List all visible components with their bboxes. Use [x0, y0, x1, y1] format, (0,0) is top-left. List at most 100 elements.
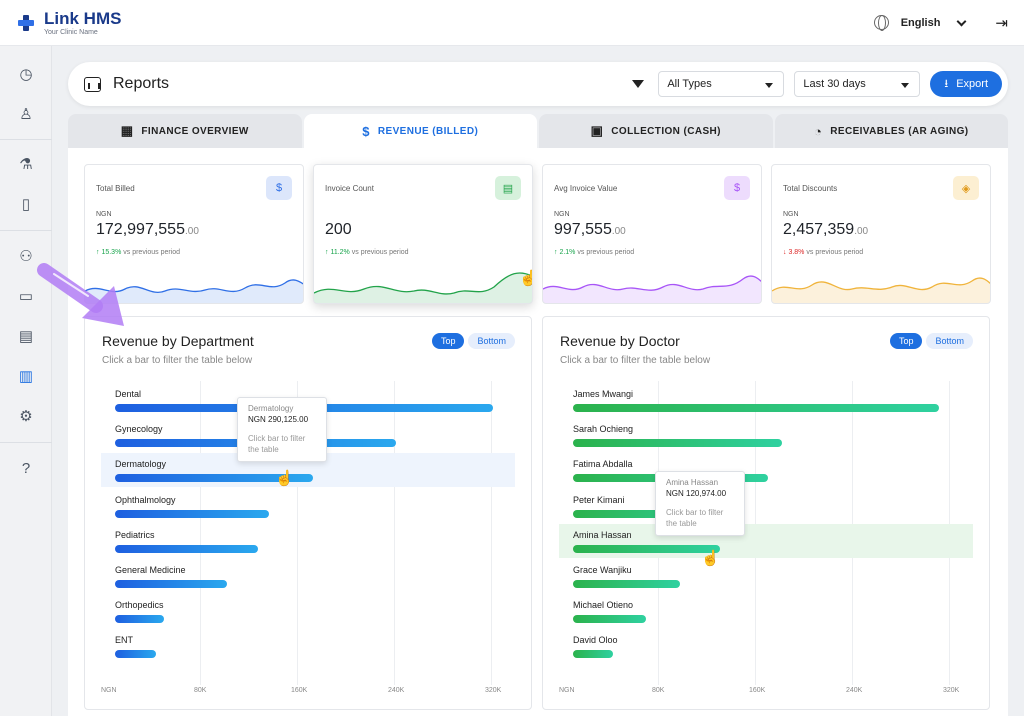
globe-icon	[873, 15, 889, 31]
filter-icon[interactable]	[632, 80, 645, 88]
bar[interactable]	[573, 580, 680, 588]
tab-revenue-billed[interactable]: $ REVENUE (BILLED)	[303, 114, 537, 148]
panel-subtitle: Click a bar to filter the table below	[102, 355, 253, 366]
kpi-card[interactable]: Total Discounts ◈ NGN 2,457,359.00 ↓ 3.8…	[771, 164, 991, 304]
bar-label: David Oloo	[573, 635, 618, 646]
sparkline	[772, 277, 990, 303]
brand-name: Link HMS	[44, 8, 122, 28]
tab-label: RECEIVABLES (AR AGING)	[830, 125, 969, 137]
bar[interactable]	[573, 544, 720, 553]
axis-tick-label: 240K	[388, 687, 405, 694]
bar[interactable]	[115, 544, 259, 553]
sidebar-divider	[0, 139, 52, 140]
help-icon[interactable]: ?	[21, 459, 31, 477]
kpi-currency: NGN	[96, 211, 112, 218]
cross-logo-icon	[16, 13, 36, 33]
axis-tick-label: 160K	[749, 687, 766, 694]
bar[interactable]	[573, 615, 646, 624]
grid-line	[394, 381, 395, 685]
tab-label: COLLECTION (CASH)	[611, 125, 721, 137]
top-toggle[interactable]: Top	[889, 333, 923, 349]
bar-label: James Mwangi	[573, 389, 634, 399]
doctor-bar-chart: NGN 80K 160K 240K 320K James Mwangi Sarah Ochi…	[543, 317, 991, 711]
bar-tooltip: Amina Hassan NGN 120,974.00 Click bar to…	[655, 471, 745, 536]
bar-label: Orthopedics	[115, 600, 164, 611]
grid-line	[200, 381, 201, 685]
tooltip-name: Amina Hassan	[666, 478, 719, 487]
department-bar-chart: NGN 80K 160K 240K 320K Dental Gynecology Dermat…	[85, 317, 533, 711]
language-selector[interactable]: English	[900, 16, 941, 29]
axis-tick-label: 240K	[846, 687, 863, 694]
grid-line	[297, 381, 298, 685]
hand-cursor-icon: ☝	[701, 550, 720, 567]
top-bar: Link HMS Your Clinic Name English ⇥	[0, 0, 1024, 46]
grid-icon: ▦	[120, 123, 134, 138]
chevron-down-icon[interactable]	[956, 16, 967, 26]
date-filter-select[interactable]: Last 30 days	[794, 71, 921, 97]
bar[interactable]	[573, 509, 726, 518]
logout-icon[interactable]: ⇥	[995, 14, 1008, 32]
axis-tick-label: 160K	[291, 687, 308, 694]
bar[interactable]	[115, 509, 269, 518]
export-label: Export	[956, 78, 988, 90]
bar[interactable]	[115, 580, 227, 588]
tooltip-name: Dermatology	[248, 404, 294, 413]
kpi-value: 2,457,359.00	[783, 221, 869, 238]
pointer-arrow-decoration	[37, 263, 124, 326]
tab-finance-overview[interactable]: ▦ FINANCE OVERVIEW	[68, 114, 302, 148]
axis-tick-label: 320K	[943, 687, 960, 694]
clipboard-icon[interactable]: ▤	[18, 328, 34, 345]
kpi-card[interactable]: Avg Invoice Value $ NGN 997,555.00 ↑ 2.1…	[542, 164, 762, 304]
bottle-icon[interactable]: ▯	[21, 196, 31, 213]
kpi-delta: ↑ 11.2% vs previous period	[325, 249, 409, 256]
revenue-by-doctor-panel: NGN 80K 160K 240K 320K James Mwangi Sarah Ochi…	[542, 316, 990, 710]
bar-label: Amina Hassan	[573, 529, 632, 540]
receipt-icon: $	[724, 176, 750, 200]
sidebar-divider	[0, 442, 52, 443]
report-icon	[84, 76, 101, 92]
hand-cursor-icon: ☝	[519, 269, 532, 287]
bar[interactable]	[573, 404, 940, 412]
kpi-card[interactable]: Total Billed $ NGN 172,997,555.00 ↑ 15.3…	[84, 164, 304, 304]
brand-subtitle: Your Clinic Name	[44, 28, 98, 36]
page-title: Reports	[113, 75, 170, 92]
bar[interactable]	[115, 474, 313, 483]
bar[interactable]	[573, 650, 613, 659]
type-filter-select[interactable]: All Types	[658, 71, 785, 97]
type-filter-value: All Types	[667, 78, 712, 90]
monitor-icon[interactable]: ▭	[18, 288, 34, 305]
kpi-currency: NGN	[783, 211, 799, 218]
bar-label: General Medicine	[115, 565, 186, 575]
tab-receivables[interactable]: ◔ RECEIVABLES (AR AGING)	[774, 114, 1008, 148]
bar[interactable]	[573, 439, 782, 448]
reports-icon[interactable]: ▥	[18, 368, 34, 385]
tag-icon: ◈	[953, 176, 979, 200]
kpi-value: 172,997,555.00	[96, 221, 199, 238]
flask-icon[interactable]: ⚗	[19, 156, 33, 173]
top-toggle[interactable]: Top	[431, 333, 465, 349]
hand-cursor-icon: ☝	[275, 470, 294, 487]
kpi-currency: NGN	[554, 211, 570, 218]
tab-collection-cash[interactable]: ▣ COLLECTION (CASH)	[539, 114, 773, 148]
gear-icon[interactable]: ⚙	[19, 408, 33, 425]
revenue-content: Total Billed $ NGN 172,997,555.00 ↑ 15.3…	[68, 148, 1008, 716]
bar[interactable]	[115, 650, 157, 659]
sparkline	[314, 272, 532, 303]
bar[interactable]	[115, 615, 164, 624]
cash-icon: ▣	[590, 123, 604, 138]
tab-label: FINANCE OVERVIEW	[141, 125, 249, 137]
tooltip-value: NGN 120,974.00	[666, 489, 727, 498]
kpi-card[interactable]: Invoice Count ▤ 200 ↑ 11.2% vs previous …	[313, 164, 533, 304]
bottom-toggle[interactable]: Bottom	[926, 333, 973, 349]
bottom-toggle[interactable]: Bottom	[468, 333, 515, 349]
tab-label: REVENUE (BILLED)	[377, 125, 479, 137]
download-icon: ⭳	[944, 77, 949, 90]
bar-tooltip: Dermatology NGN 290,125.00 Click bar to …	[237, 397, 327, 462]
axis-tick-label: 320K	[485, 687, 502, 694]
export-button[interactable]: ⭳ Export	[930, 71, 1002, 97]
users-icon[interactable]: ⚇	[19, 248, 33, 265]
user-icon[interactable]: ♙	[19, 106, 33, 123]
calendar-icon[interactable]: ◷	[19, 66, 33, 83]
kpi-value: 200	[325, 221, 352, 238]
brand[interactable]: Link HMS Your Clinic Name	[44, 10, 121, 36]
